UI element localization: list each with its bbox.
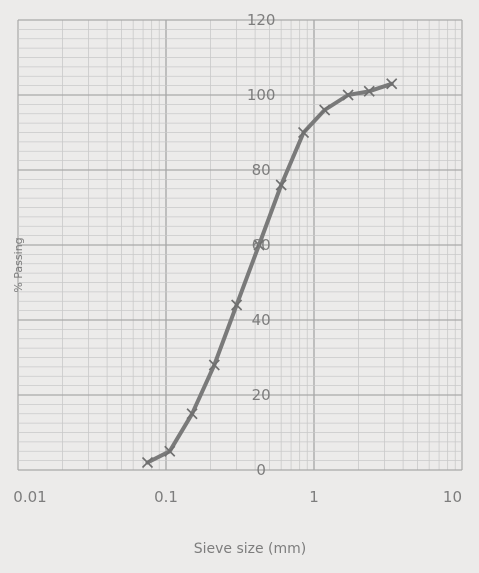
y-tick-label: 120: [247, 11, 276, 29]
y-tick-label: 80: [252, 161, 271, 179]
x-tick-label: 0.1: [154, 488, 178, 506]
data-point: [164, 445, 176, 457]
x-axis-title: Sieve size (mm): [194, 541, 307, 557]
data-point: [342, 89, 354, 101]
x-tick-label: 0.01: [13, 488, 46, 506]
data-point: [275, 179, 287, 191]
data-point: [297, 126, 310, 139]
y-tick-label: 60: [252, 236, 271, 254]
data-point: [386, 78, 398, 90]
x-tick-label: 1: [309, 488, 319, 506]
series-layer: [145, 81, 394, 465]
data-point: [231, 299, 243, 311]
data-point: [141, 456, 154, 469]
grid: [17, 19, 463, 471]
y-tick-label: 20: [252, 386, 271, 404]
x-tick-label: 10: [443, 488, 462, 506]
data-point: [253, 239, 265, 251]
marker-layer: [141, 78, 398, 469]
y-tick-label: 100: [247, 86, 276, 104]
y-tick-label: 0: [256, 461, 266, 479]
y-axis-title: % Passing: [12, 237, 25, 292]
series-line-1: [145, 81, 394, 465]
y-tick-label: 40: [252, 311, 271, 329]
data-point: [186, 408, 198, 420]
data-point: [319, 104, 331, 116]
data-point: [363, 85, 375, 97]
x-tick-labels: 0.01 0.1 1 10: [13, 488, 462, 506]
y-tick-labels: 0 20 40 60 80 100 120: [247, 11, 276, 479]
data-point: [208, 359, 220, 371]
